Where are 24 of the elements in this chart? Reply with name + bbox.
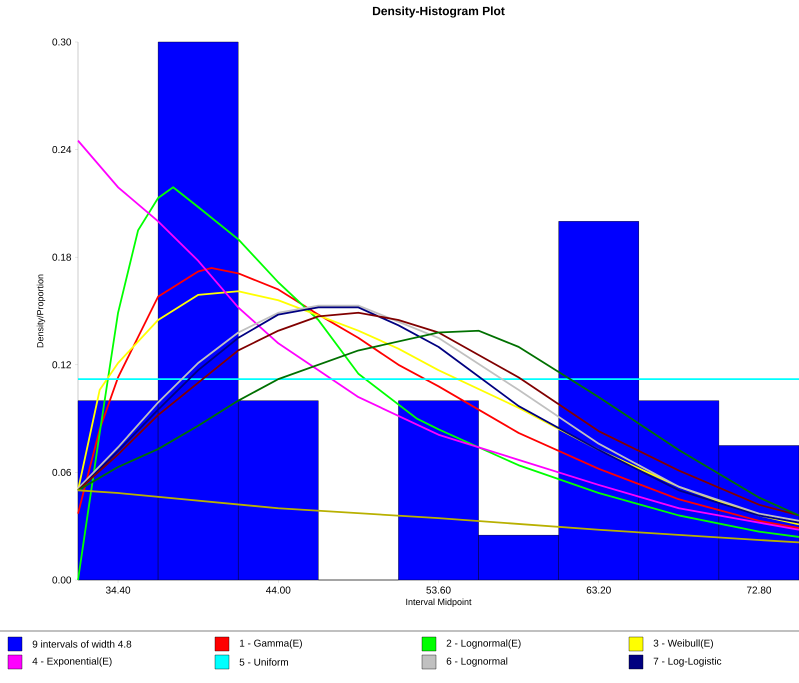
y-axis-title: Density/Proportion (36, 274, 46, 348)
y-tick-label: 0.18 (52, 254, 72, 261)
y-tick-label: 0.24 (52, 146, 72, 154)
x-tick-label: 44.00 (266, 586, 290, 594)
legend-label: 6 - Lognormal (446, 657, 508, 667)
x-tick-label: 34.40 (106, 586, 130, 594)
x-axis-title: Interval Midpoint (406, 598, 472, 607)
legend-label: 2 - Lognormal(E) (446, 639, 521, 649)
legend-label: 4 - Exponential(E) (32, 657, 112, 667)
x-tick-label: 72.80 (746, 586, 772, 594)
line-series (77, 489, 799, 544)
chart-title: Density-Histogram Plot (372, 6, 505, 18)
legend-label: 5 - Uniform (240, 658, 288, 666)
y-tick-label: 0.30 (52, 38, 72, 46)
legend-label: 3 - Weibull(E) (654, 639, 713, 649)
x-tick-label: 63.20 (586, 586, 611, 594)
legend-label: 9 intervals of width 4.8 (32, 640, 132, 648)
y-tick-label: 0.00 (52, 576, 72, 584)
line-series (77, 140, 799, 531)
legend-label: 7 - Log-Logistic (654, 657, 722, 667)
y-tick-label: 0.06 (52, 468, 72, 476)
y-tick-label: 0.12 (52, 361, 71, 368)
legend-label: 1 - Gamma(E) (240, 639, 302, 649)
x-tick-label: 53.60 (426, 586, 451, 594)
